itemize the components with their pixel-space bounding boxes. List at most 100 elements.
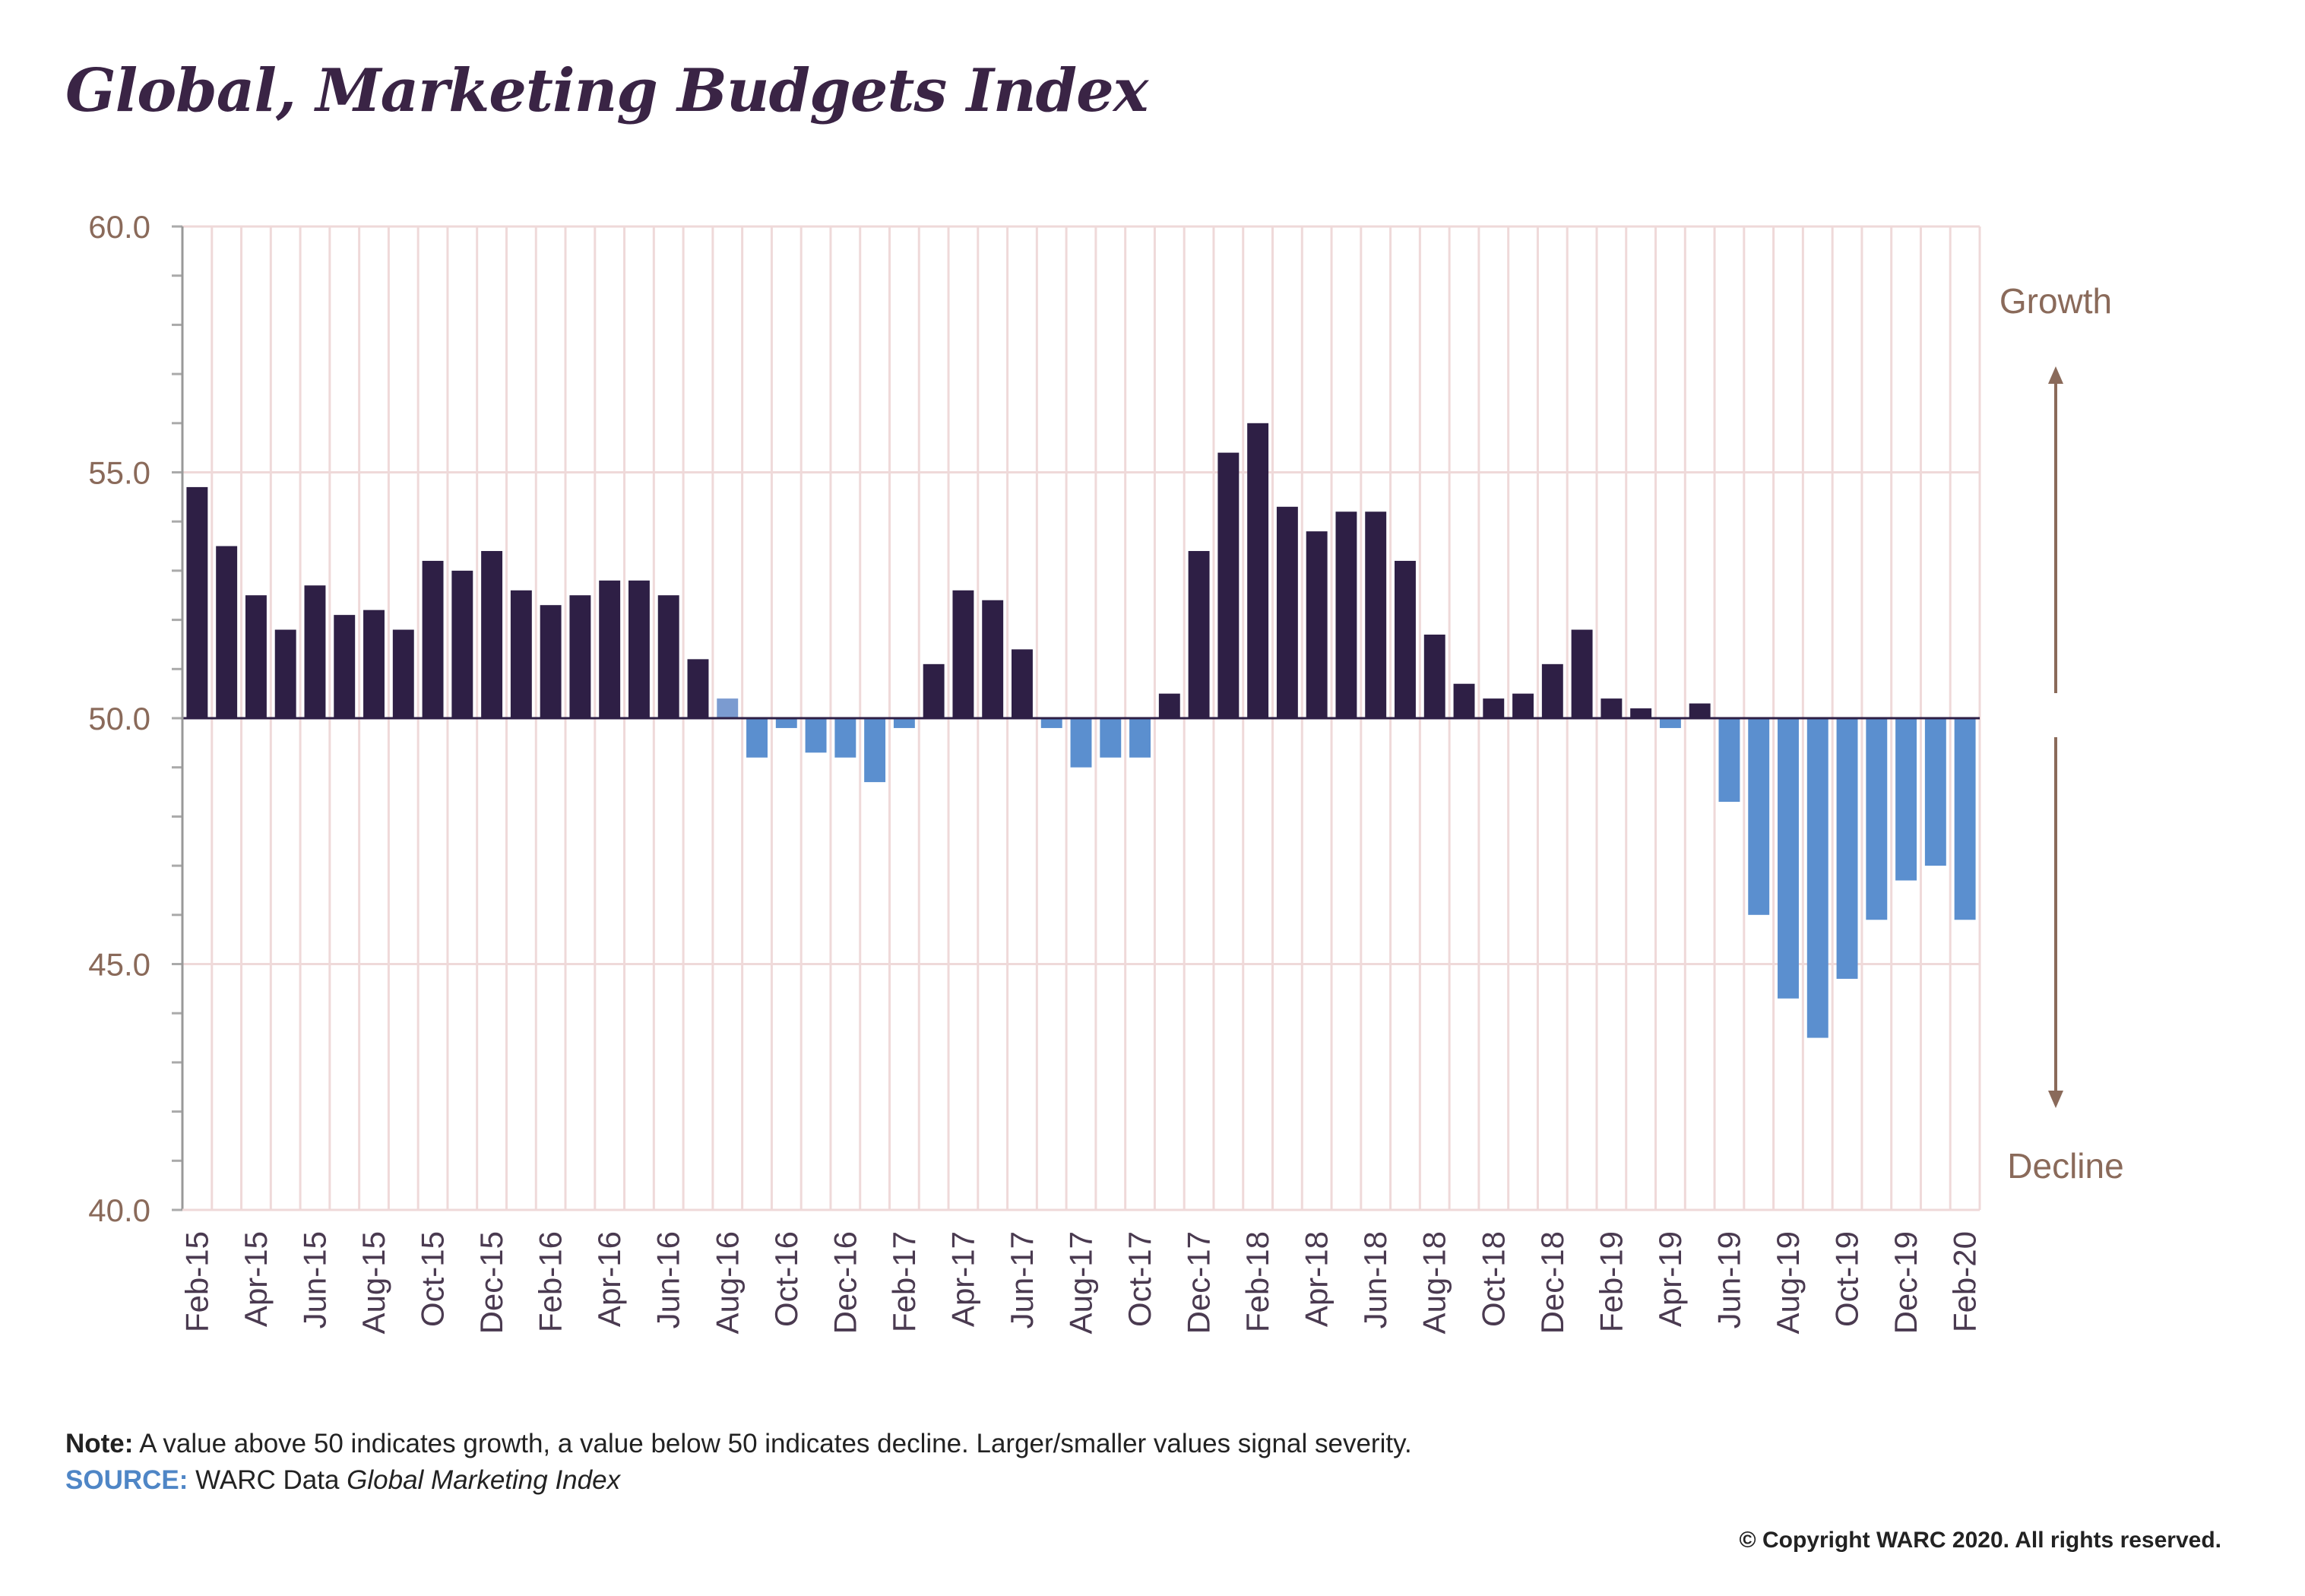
- x-tick-label: Aug-17: [1063, 1231, 1099, 1334]
- x-tick-label: Feb-18: [1240, 1231, 1275, 1332]
- bar: [1689, 703, 1711, 718]
- bar: [1541, 663, 1563, 718]
- chart-title: Global, Marketing Budgets Index: [65, 56, 1148, 125]
- bar: [1778, 718, 1799, 999]
- note: Note: A value above 50 indicates growth,…: [65, 1429, 1412, 1459]
- growth-decline-arrows: [2048, 366, 2063, 1108]
- bar: [982, 600, 1004, 718]
- bar: [746, 718, 768, 758]
- x-tick-label: Oct-15: [415, 1231, 451, 1327]
- x-tick-label: Dec-15: [473, 1231, 509, 1334]
- bar: [1158, 693, 1180, 718]
- bar: [1895, 718, 1917, 881]
- x-tick-label: Dec-17: [1181, 1231, 1217, 1334]
- bar: [1100, 718, 1122, 758]
- bar: [1365, 511, 1387, 718]
- bar: [864, 718, 886, 783]
- growth-label: Growth: [1999, 281, 2112, 321]
- y-tick-label: 50.0: [88, 701, 150, 736]
- bar: [893, 718, 915, 728]
- bar: [1188, 551, 1210, 718]
- bar: [1306, 531, 1328, 718]
- x-tick-label: Dec-16: [827, 1231, 863, 1334]
- growth-arrow-head: [2048, 366, 2063, 384]
- bar: [717, 698, 739, 718]
- decline-arrow-head: [2048, 1091, 2063, 1108]
- decline-label: Decline: [2007, 1146, 2123, 1186]
- bar: [1335, 511, 1357, 718]
- bar: [1748, 718, 1770, 915]
- bar: [805, 718, 827, 753]
- bar: [923, 663, 945, 718]
- y-tick-label: 60.0: [88, 209, 150, 245]
- x-tick-label: Jun-19: [1711, 1231, 1746, 1328]
- bar: [952, 590, 974, 718]
- bar: [481, 551, 503, 718]
- bar: [186, 486, 208, 718]
- copyright: © Copyright WARC 2020. All rights reserv…: [1739, 1528, 2221, 1553]
- x-tick-label: Oct-19: [1829, 1231, 1865, 1327]
- x-tick-label: Apr-16: [591, 1231, 627, 1327]
- bar: [1836, 718, 1858, 979]
- bar: [304, 585, 326, 718]
- note-text: A value above 50 indicates growth, a val…: [133, 1429, 1412, 1458]
- y-tick-label: 55.0: [88, 455, 150, 491]
- bar: [334, 615, 356, 718]
- bar: [1924, 718, 1946, 866]
- source-label: SOURCE:: [65, 1465, 188, 1495]
- note-label: Note:: [65, 1429, 134, 1458]
- x-tick-label: Apr-17: [945, 1231, 980, 1327]
- source: SOURCE: WARC Data Global Marketing Index: [65, 1465, 620, 1496]
- bar: [1453, 683, 1475, 718]
- x-tick-label: Feb-17: [886, 1231, 922, 1332]
- x-tick-label: Dec-18: [1534, 1231, 1570, 1334]
- bar: [245, 595, 267, 718]
- bar: [1630, 708, 1652, 718]
- x-tick-label: Jun-15: [296, 1231, 332, 1328]
- bar: [216, 546, 238, 718]
- bar: [392, 629, 414, 718]
- bar: [540, 605, 562, 718]
- x-tick-label: Dec-19: [1888, 1231, 1923, 1334]
- bar: [1806, 718, 1828, 1038]
- bar: [1954, 718, 1976, 920]
- source-text: WARC Data: [188, 1465, 347, 1495]
- bar: [569, 595, 591, 718]
- x-tick-label: Apr-19: [1652, 1231, 1688, 1327]
- x-tick-label: Feb-15: [179, 1231, 214, 1332]
- bar: [274, 629, 296, 718]
- bar: [1483, 698, 1505, 718]
- bar: [1659, 718, 1681, 728]
- x-tick-label: Jun-17: [1004, 1231, 1040, 1328]
- y-axis-ticks: 40.0 45.0 50.0 55.0 60.0: [88, 209, 150, 1228]
- y-tick-label: 45.0: [88, 947, 150, 983]
- x-tick-label: Apr-18: [1299, 1231, 1335, 1327]
- bar: [1571, 629, 1593, 718]
- x-tick-label: Jun-16: [651, 1231, 686, 1328]
- bar: [628, 580, 650, 718]
- x-tick-label: Oct-16: [768, 1231, 804, 1327]
- bar: [1247, 423, 1269, 718]
- bar: [1070, 718, 1092, 768]
- x-tick-label: Jun-18: [1357, 1231, 1393, 1328]
- bar: [775, 718, 797, 728]
- x-tick-label: Feb-20: [1947, 1231, 1983, 1332]
- bar: [687, 659, 709, 718]
- x-tick-label: Aug-18: [1417, 1231, 1452, 1334]
- x-tick-label: Oct-17: [1122, 1231, 1157, 1327]
- bar: [1512, 693, 1534, 718]
- bar: [834, 718, 856, 758]
- bar: [510, 590, 532, 718]
- y-tick-label: 40.0: [88, 1192, 150, 1228]
- x-tick-label: Aug-15: [356, 1231, 391, 1334]
- x-tick-label: Feb-16: [533, 1231, 568, 1332]
- bar: [422, 560, 444, 718]
- x-tick-label: Aug-19: [1770, 1231, 1806, 1334]
- source-italic: Global Marketing Index: [347, 1465, 621, 1495]
- bar: [1395, 560, 1416, 718]
- x-tick-label: Oct-18: [1475, 1231, 1511, 1327]
- bar: [1601, 698, 1623, 718]
- bar: [1040, 718, 1062, 728]
- bar: [1423, 635, 1445, 718]
